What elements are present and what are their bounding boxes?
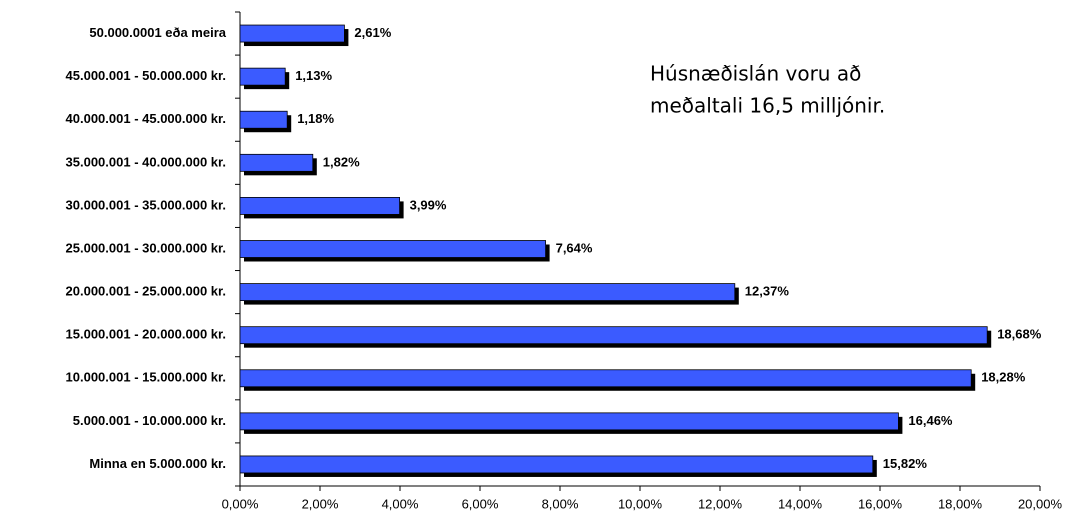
data-label: 2,61% [354,25,391,40]
x-tick-label: 8,00% [542,496,579,511]
x-tick-label: 0,00% [222,496,259,511]
y-tick-label: 20.000.001 - 25.000.000 kr. [66,284,226,299]
data-label: 16,46% [908,413,953,428]
bar [239,153,314,172]
bar [239,412,899,431]
y-tick-label: 25.000.001 - 30.000.000 kr. [66,240,226,255]
x-tick-label: 18,00% [938,496,983,511]
data-label: 18,68% [997,327,1042,342]
bar [239,67,286,86]
data-label: 1,13% [295,68,332,83]
x-tick-label: 12,00% [698,496,743,511]
y-tick-label: 45.000.001 - 50.000.000 kr. [66,68,226,83]
data-label: 12,37% [745,284,790,299]
annotation: Húsnæðislán voru að [650,62,861,86]
y-tick-label: 5.000.001 - 10.000.000 kr. [73,413,226,428]
y-tick-label: 30.000.001 - 35.000.000 kr. [66,197,226,212]
x-tick-label: 10,00% [618,496,663,511]
data-label: 1,82% [323,154,360,169]
y-tick-label: 10.000.001 - 15.000.000 kr. [66,370,226,385]
data-label: 1,18% [297,111,334,126]
bar [239,326,988,345]
x-tick-label: 4,00% [382,496,419,511]
data-label: 7,64% [556,240,593,255]
bar [239,283,736,301]
bar [239,24,345,43]
x-tick-label: 16,00% [858,496,903,511]
bar [239,369,972,388]
y-tick-label: 40.000.001 - 45.000.000 kr. [66,111,226,126]
y-tick-label: 35.000.001 - 40.000.000 kr. [66,154,226,169]
annotation: meðaltali 16,5 milljónir. [650,94,885,118]
x-tick-label: 20,00% [1018,496,1063,511]
x-tick-label: 14,00% [778,496,823,511]
bar [239,197,401,215]
bar [239,240,547,258]
data-label: 15,82% [883,456,928,471]
bar [239,455,874,474]
data-label: 18,28% [981,370,1026,385]
x-tick-label: 2,00% [302,496,339,511]
x-tick-label: 6,00% [462,496,499,511]
y-tick-label: 15.000.001 - 20.000.000 kr. [66,327,226,342]
data-label: 3,99% [410,197,447,212]
bar [239,110,288,129]
y-tick-label: Minna en 5.000.000 kr. [89,456,226,471]
y-tick-label: 50.000.0001 eða meira [89,25,226,40]
